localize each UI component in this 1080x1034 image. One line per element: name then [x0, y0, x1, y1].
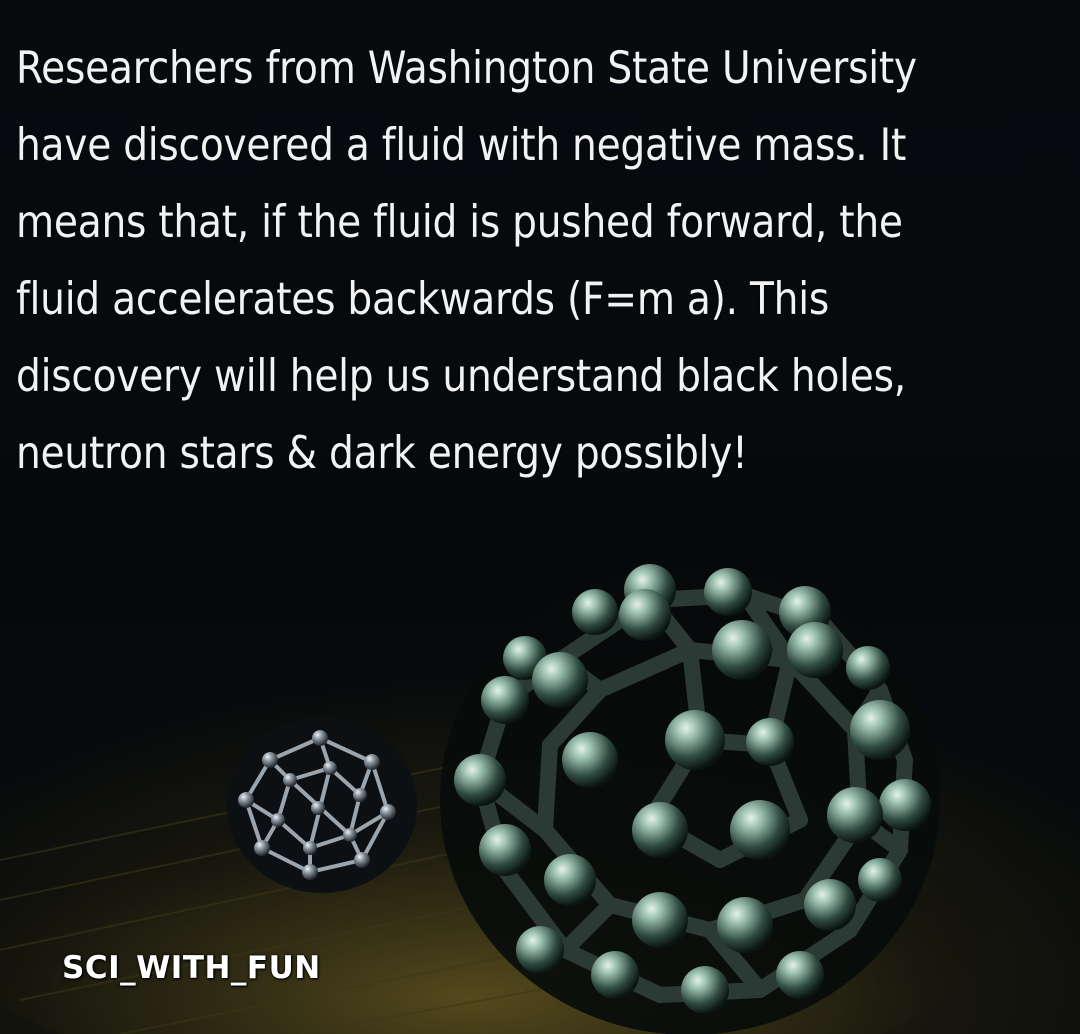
caption-line: discovery will help us understand black …: [16, 351, 906, 402]
large-molecule: [440, 564, 940, 1034]
caption-line: neutron stars & dark energy possibly!: [16, 428, 748, 479]
caption-line: have discovered a fluid with negative ma…: [16, 120, 907, 171]
caption-text: Researchers from Washington State Univer…: [16, 30, 949, 492]
small-molecule: [227, 717, 417, 893]
caption-line: means that, if the fluid is pushed forwa…: [16, 197, 903, 248]
caption-line: Researchers from Washington State Univer…: [16, 43, 917, 94]
caption-line: fluid accelerates backwards (F=m a). Thi…: [16, 274, 829, 325]
watermark-text: SCI_WITH_FUN: [62, 950, 321, 986]
